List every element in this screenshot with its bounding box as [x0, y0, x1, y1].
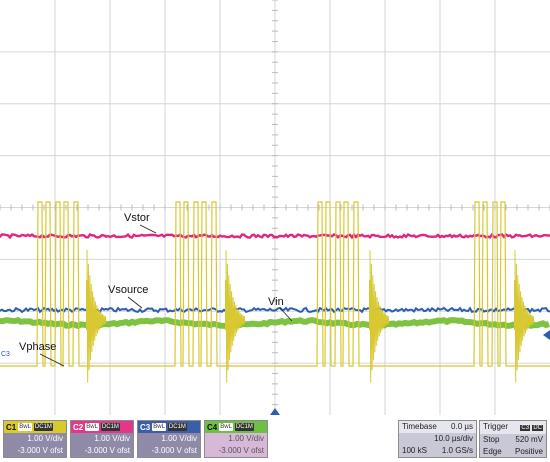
vstor-trace: [0, 232, 550, 240]
timebase-samples: 100 kS: [402, 446, 427, 455]
vsource-label: Vsource: [108, 284, 148, 309]
channel-4-scale: 1.00 V/div: [228, 434, 264, 443]
svg-text:Vin: Vin: [268, 296, 284, 308]
channel-2-offset: -3.000 V ofst: [84, 446, 130, 455]
channel-4-coupling-tag: DC1M: [234, 423, 254, 431]
vin-label: Vin: [268, 296, 293, 322]
channel-3-offset: -3.000 V ofst: [151, 446, 197, 455]
channel-1-bandwidth-tag: BwL: [18, 423, 32, 431]
status-bar: C1 BwL DC1M 1.00 V/div -3.000 V ofst C2 …: [0, 417, 550, 462]
channel-3-bandwidth-tag: BwL: [152, 423, 166, 431]
oscilloscope-display: Vstor Vsource Vin Vphase C3: [0, 0, 550, 415]
vin-trace: [0, 316, 550, 330]
channel-4-name: C4: [207, 422, 218, 432]
channel-2-name: C2: [73, 422, 84, 432]
channel-2-coupling-tag: DC1M: [100, 423, 120, 431]
vphase-label: Vphase: [19, 341, 65, 367]
timebase-rate: 1.0 GS/s: [441, 446, 473, 455]
grid: [0, 0, 550, 415]
trigger-level: 520 mV: [515, 435, 543, 444]
traces: [0, 201, 550, 383]
channel-4-box[interactable]: C4 BwL DC1M 1.00 V/div -3.000 V ofst: [204, 420, 268, 458]
vstor-label: Vstor: [124, 212, 157, 234]
channel-3-box[interactable]: C3 BwL DC1M 1.00 V/div -3.000 V ofst: [137, 420, 201, 458]
trigger-slope: Positive: [514, 447, 543, 456]
trigger-position-marker: [270, 408, 280, 415]
vphase-ringing: [514, 249, 535, 383]
trigger-type: Edge: [483, 447, 502, 456]
channel-1-name: C1: [6, 422, 17, 432]
trigger-mode: Stop: [483, 435, 500, 444]
channel-1-box[interactable]: C1 BwL DC1M 1.00 V/div -3.000 V ofst: [3, 420, 67, 458]
channel-3-coupling-tag: DC1M: [167, 423, 187, 431]
channel-2-scale: 1.00 V/div: [94, 434, 130, 443]
svg-text:Vphase: Vphase: [19, 341, 56, 353]
timebase-title: Timebase: [402, 422, 437, 431]
channel-2-box[interactable]: C2 BwL DC1M 1.00 V/div -3.000 V ofst: [70, 420, 134, 458]
timebase-div: 10.0 µs/div: [434, 434, 473, 443]
trigger-source-tag: C3: [520, 425, 531, 431]
vphase-ringing: [86, 249, 107, 383]
channel-3-scale: 1.00 V/div: [161, 434, 197, 443]
channel-1-offset: -3.000 V ofst: [17, 446, 63, 455]
vphase-ringing: [369, 249, 390, 383]
svg-text:Vstor: Vstor: [124, 212, 150, 224]
channel-1-scale: 1.00 V/div: [27, 434, 63, 443]
vphase-trace: [0, 201, 550, 367]
svg-text:Vsource: Vsource: [108, 284, 148, 296]
trigger-level-marker: [543, 330, 550, 340]
timebase-delay: 0.0 µs: [451, 422, 473, 431]
channel-4-bandwidth-tag: BwL: [219, 423, 233, 431]
ground-marker-label: C3: [1, 351, 10, 358]
trigger-box[interactable]: Trigger C3 DC Stop 520 mV Edge Positive: [479, 420, 547, 458]
trigger-coupling-tag: DC: [532, 425, 543, 431]
channel-3-name: C3: [140, 422, 151, 432]
vphase-ringing: [225, 249, 246, 383]
channel-2-bandwidth-tag: BwL: [85, 423, 99, 431]
timebase-box[interactable]: Timebase 0.0 µs 10.0 µs/div 100 kS 1.0 G…: [398, 420, 477, 458]
channel-1-coupling-tag: DC1M: [33, 423, 53, 431]
trigger-title: Trigger: [483, 422, 509, 431]
channel-4-offset: -3.000 V ofst: [218, 446, 264, 455]
